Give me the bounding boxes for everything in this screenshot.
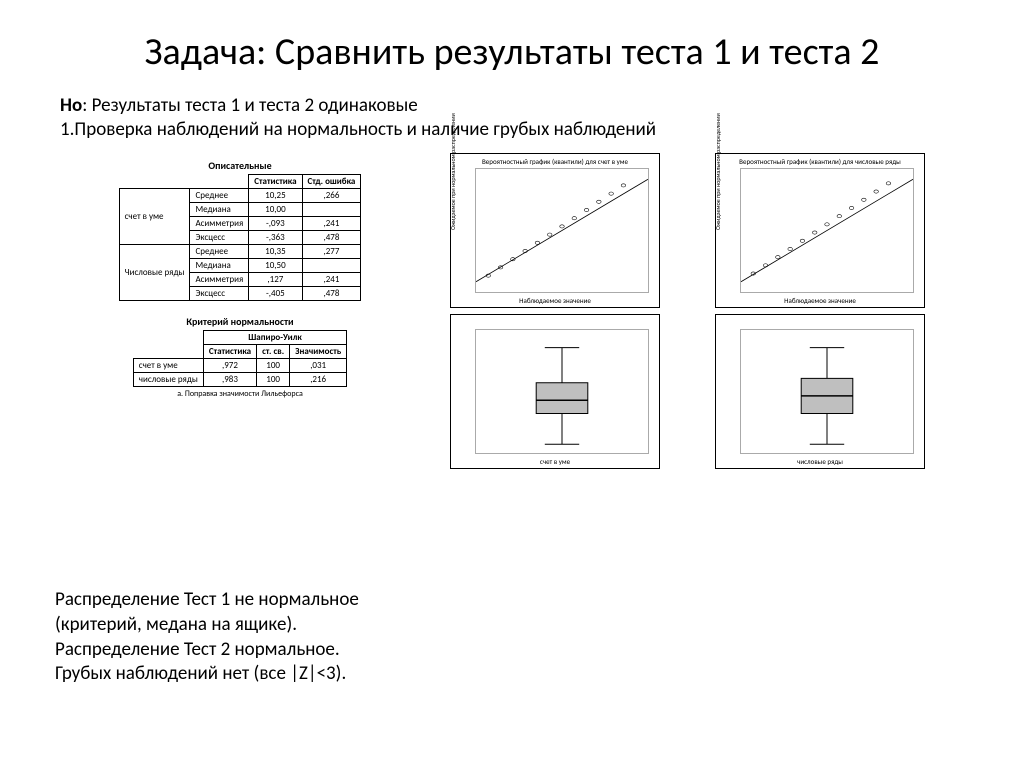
qqplot-1-title: Вероятностный график (квантили) для счет…	[451, 157, 659, 166]
step-1-text: 1.Проверка наблюдений на нормальность и …	[60, 118, 656, 141]
boxplot-1: счет в уме	[450, 314, 660, 469]
conclusion-line-1: Распределение Тест 1 не нормальное	[55, 588, 359, 613]
qqplot-1-xlabel: Наблюдаемое значение	[451, 296, 659, 305]
normality-footnote: a. Поправка значимости Лильефорса	[50, 389, 430, 399]
conclusion-line-4: Грубых наблюдений нет (все |Z|<3).	[55, 662, 359, 687]
conclusion-line-2: (критерий, медана на ящике).	[55, 613, 359, 638]
page-title: Задача: Сравнить результаты теста 1 и те…	[50, 30, 974, 76]
normality-table: Шапиро-УилкСтатистикаст. св.Значимостьсч…	[133, 330, 347, 387]
conclusion-line-3: Распределение Тест 2 нормальное.	[55, 638, 359, 663]
boxplot-2-xlabel: числовые ряды	[716, 457, 924, 466]
boxplot-1-xlabel: счет в уме	[451, 457, 659, 466]
boxplot-2: числовые ряды	[715, 314, 925, 469]
qqplot-2: Вероятностный график (квантили) для числ…	[715, 153, 925, 308]
hypothesis-block: Но: Результаты теста 1 и теста 2 одинако…	[50, 94, 974, 143]
hypothesis-text: : Результаты теста 1 и теста 2 одинаковы…	[82, 94, 418, 117]
qqplot-2-ylabel: Ожидаемое при нормальном распределении	[714, 114, 722, 231]
hypothesis-label: Но	[60, 94, 82, 117]
qqplot-1-ylabel: Ожидаемое при нормальном распределении	[449, 114, 457, 231]
descriptives-title: Описательные	[50, 159, 430, 172]
normality-title: Критерий нормальности	[50, 315, 430, 328]
descriptives-table: СтатистикаСтд. ошибкасчет в умеСреднее10…	[119, 174, 362, 301]
qqplot-1: Вероятностный график (квантили) для счет…	[450, 153, 660, 308]
qqplot-2-xlabel: Наблюдаемое значение	[716, 296, 924, 305]
conclusion-block: Распределение Тест 1 не нормальное (крит…	[55, 588, 359, 687]
qqplot-2-title: Вероятностный график (квантили) для числ…	[716, 157, 924, 166]
